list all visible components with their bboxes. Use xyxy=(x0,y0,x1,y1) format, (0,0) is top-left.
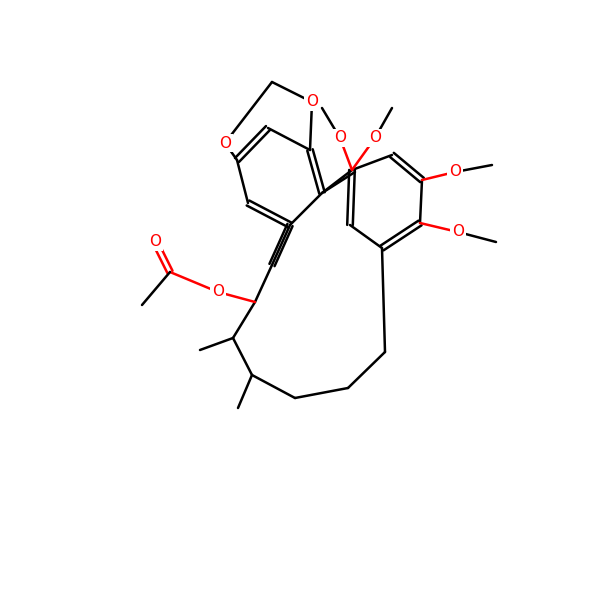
Text: O: O xyxy=(452,224,464,239)
Text: O: O xyxy=(149,235,161,250)
Text: O: O xyxy=(369,130,381,145)
Text: O: O xyxy=(212,284,224,299)
Text: O: O xyxy=(306,94,318,109)
Text: O: O xyxy=(219,136,231,151)
Text: O: O xyxy=(449,164,461,179)
Text: O: O xyxy=(334,130,346,145)
